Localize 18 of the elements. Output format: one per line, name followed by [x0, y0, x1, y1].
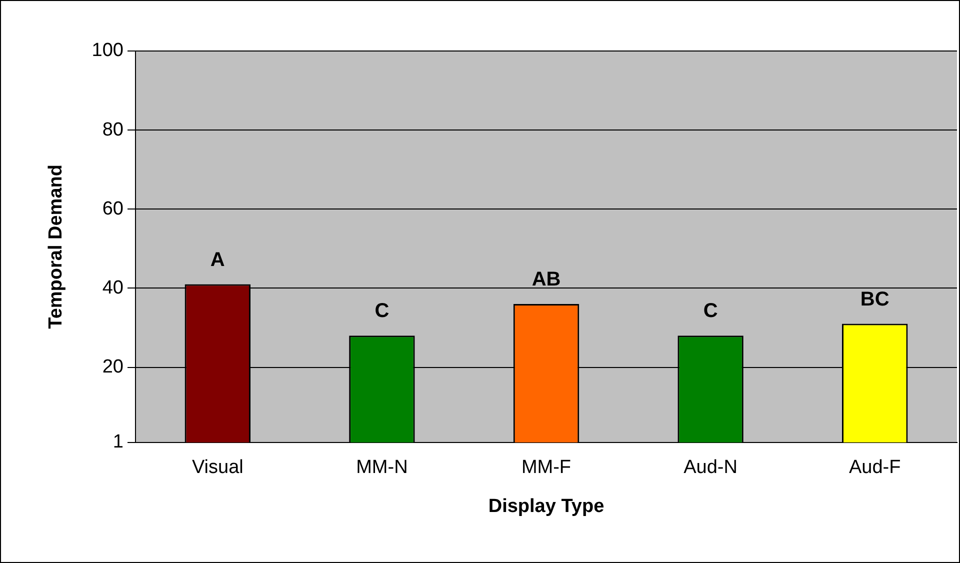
y-tick-label: 20 — [102, 356, 124, 378]
y-tick-label: 60 — [102, 198, 124, 220]
annotation: C — [374, 300, 390, 322]
y-tick-label: 80 — [102, 119, 124, 140]
x-tick-label: Aud-F — [848, 457, 901, 478]
y-tick-label: 100 — [92, 40, 124, 62]
y-tick-label: 40 — [102, 277, 124, 298]
x-tick-label: MM-F — [521, 457, 572, 478]
y-tick-label: 1 — [112, 432, 124, 453]
annotation: A — [210, 248, 225, 271]
annotation: C — [703, 300, 718, 322]
x-axis-title: Display Type — [488, 496, 604, 517]
x-tick-label: Aud-N — [684, 457, 738, 478]
annotation: AB — [532, 268, 561, 291]
x-tick-label: Visual — [192, 457, 244, 478]
x-tick-label: MM-N — [356, 457, 408, 478]
y-axis-title: Temporal Demand — [46, 164, 67, 329]
annotation: BC — [860, 288, 890, 310]
